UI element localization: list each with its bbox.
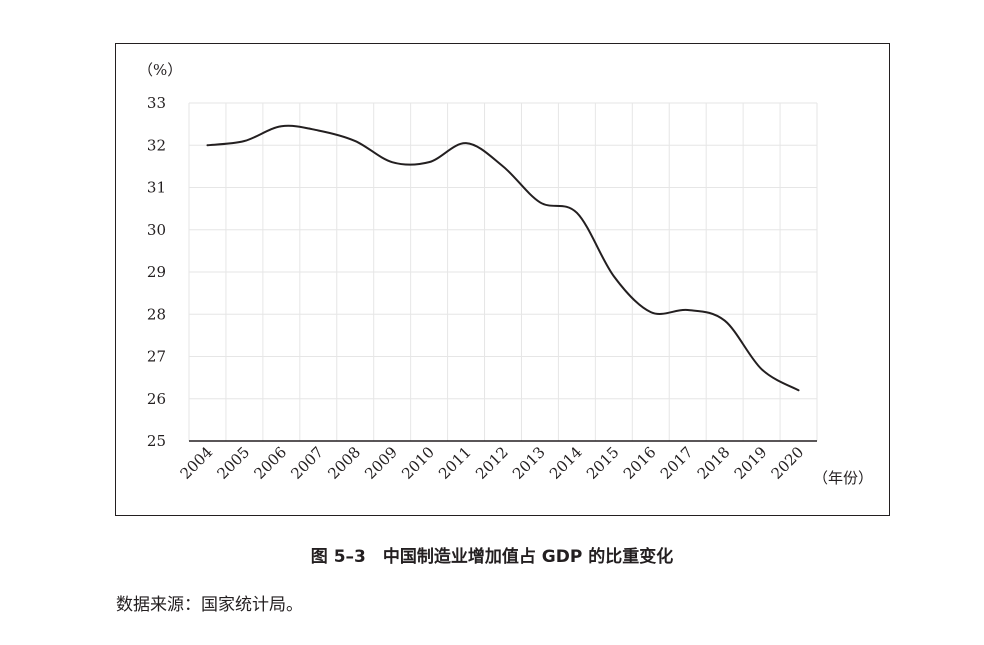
x-tick-label: 2011 <box>435 443 475 483</box>
x-tick-label: 2006 <box>250 443 290 483</box>
y-tick-label: 26 <box>147 390 166 408</box>
x-tick-label: 2014 <box>546 443 586 483</box>
x-tick-label: 2013 <box>509 443 549 483</box>
x-tick-label: 2007 <box>287 443 327 483</box>
x-tick-label: 2005 <box>214 443 254 483</box>
source-note: 数据来源：国家统计局。 <box>116 595 303 615</box>
x-tick-label: 2012 <box>472 443 512 483</box>
y-axis-unit: （%） <box>138 61 182 79</box>
y-tick-label: 28 <box>147 305 166 323</box>
x-tick-label: 2004 <box>177 443 217 483</box>
y-tick-label: 25 <box>147 432 166 450</box>
y-tick-label: 30 <box>147 221 166 239</box>
x-tick-label: 2009 <box>361 443 401 483</box>
figure-caption: 图 5–3 中国制造业增加值占 GDP 的比重变化 <box>310 547 674 567</box>
y-tick-label: 31 <box>147 179 166 197</box>
y-tick-label: 27 <box>147 348 166 366</box>
x-tick-label: 2015 <box>583 443 623 483</box>
x-tick-label: 2018 <box>694 443 734 483</box>
series-line <box>206 124 800 392</box>
line-chart: 252627282930313233（%）2004200520062007200… <box>138 61 873 487</box>
y-tick-label: 29 <box>147 263 166 281</box>
y-tick-label: 33 <box>147 94 166 112</box>
x-tick-label: 2017 <box>657 443 697 483</box>
x-tick-label: 2016 <box>620 443 660 483</box>
chart-frame: 25 26 27 28 29 30 31 32 33 （%） 2004 2005 2006 2007 200… <box>115 43 890 516</box>
x-tick-label: 2020 <box>768 443 808 483</box>
x-axis-unit: （年份） <box>813 469 873 487</box>
x-tick-label: 2008 <box>324 443 364 483</box>
y-tick-label: 32 <box>147 136 166 154</box>
x-tick-label: 2019 <box>731 443 771 483</box>
x-tick-label: 2010 <box>398 443 438 483</box>
